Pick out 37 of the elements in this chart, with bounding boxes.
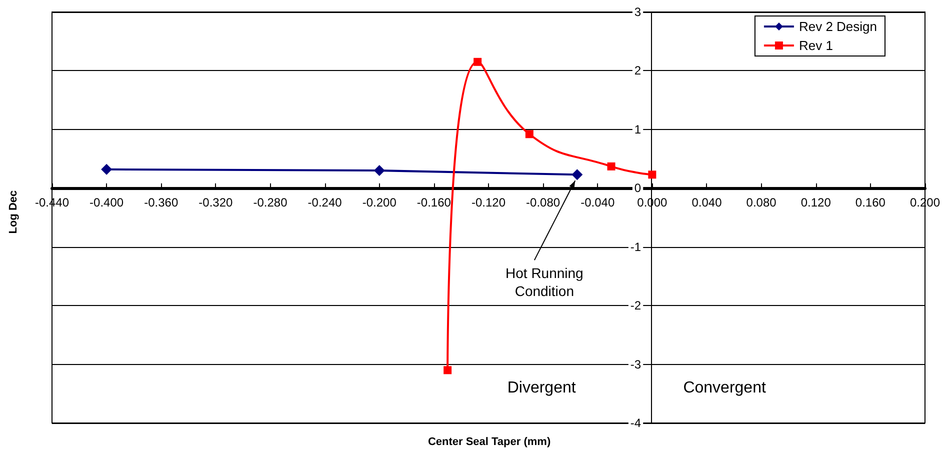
x-tick-label: -0.360 bbox=[144, 195, 178, 210]
x-tick-label: 0.040 bbox=[692, 195, 722, 210]
point bbox=[444, 366, 452, 374]
y-tick-label: -4 bbox=[630, 416, 642, 430]
x-tick-label: -0.080 bbox=[526, 195, 560, 210]
x-tick-label: 0.120 bbox=[800, 195, 832, 210]
x-tick-label: 0.080 bbox=[746, 195, 777, 210]
x-tick-label: 0.160 bbox=[855, 195, 886, 210]
x-tick-label: -0.320 bbox=[198, 195, 234, 210]
x-tick-label: -0.120 bbox=[471, 195, 506, 210]
x-tick-label: -0.240 bbox=[308, 195, 342, 210]
point bbox=[374, 165, 385, 176]
y-tick-label: -3 bbox=[630, 357, 642, 372]
annotation: Convergent bbox=[683, 380, 766, 397]
y-tick-label: 3 bbox=[634, 5, 642, 19]
y-tick-label: 1 bbox=[634, 122, 642, 136]
y-tick-label: -2 bbox=[630, 298, 642, 313]
y-tick-label: -1 bbox=[630, 240, 642, 254]
y-tick-label: 2 bbox=[634, 64, 642, 78]
y-tick-label: 0 bbox=[634, 181, 642, 196]
point bbox=[101, 164, 112, 175]
point bbox=[648, 170, 656, 179]
point bbox=[572, 169, 583, 180]
x-axis-title: Center Seal Taper (mm) bbox=[428, 436, 551, 448]
point bbox=[607, 162, 616, 170]
annotation: Hot Running Condition bbox=[506, 265, 584, 300]
x-tick-label: -0.160 bbox=[416, 195, 452, 210]
y-axis-title: Log Dec bbox=[8, 190, 20, 234]
x-tick-label: -0.200 bbox=[362, 195, 397, 210]
point bbox=[474, 58, 482, 66]
x-tick-label: -0.280 bbox=[253, 195, 288, 210]
x-tick-label: -0.040 bbox=[580, 195, 615, 210]
legend-label: Rev 2 Design bbox=[798, 19, 878, 34]
x-tick-label: -0.400 bbox=[90, 195, 124, 210]
point bbox=[525, 130, 534, 138]
legend-label: Rev 1 bbox=[798, 38, 833, 53]
annotation: Divergent bbox=[507, 380, 576, 397]
